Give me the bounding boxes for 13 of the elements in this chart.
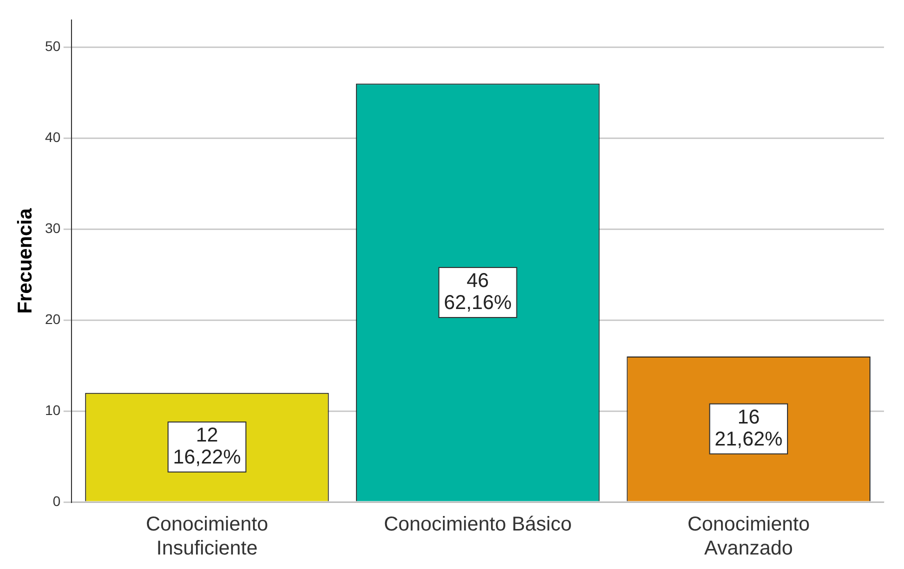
y-tick-label: 0 — [52, 492, 61, 509]
x-tick-label: Conocimiento Básico — [384, 514, 572, 536]
y-tick-label: 50 — [44, 38, 61, 54]
x-tick-label: Conocimiento Insuficiente — [146, 514, 268, 560]
y-tick-label: 30 — [44, 220, 61, 236]
x-tick-label: Conocimiento Avanzado — [687, 514, 810, 560]
y-tick-label: 40 — [44, 129, 61, 146]
data-label: 12 16,22% — [173, 424, 242, 469]
y-tick-label: 10 — [44, 402, 61, 418]
y-axis-title: Frecuencia — [14, 207, 37, 314]
y-tick-label: 20 — [44, 310, 61, 327]
data-label: 46 62,16% — [444, 270, 512, 314]
data-label: 16 21,62% — [714, 406, 783, 450]
